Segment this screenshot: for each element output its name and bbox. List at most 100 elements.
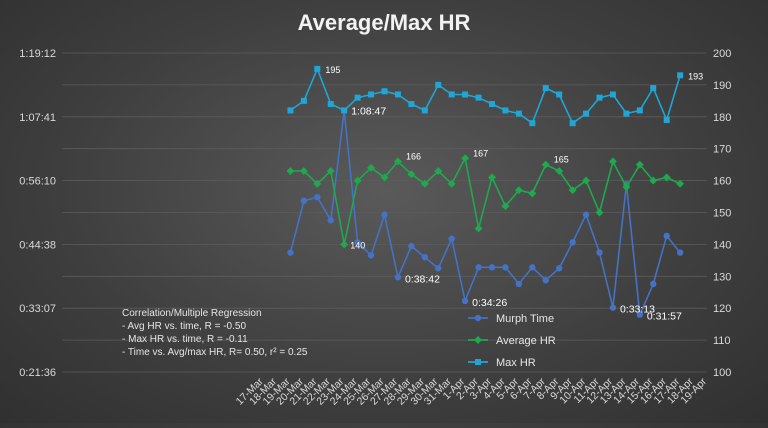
data-point: [408, 242, 415, 250]
data-point: [568, 186, 577, 195]
data-point: [541, 160, 550, 169]
regression-note-line: Correlation/Multiple Regression: [122, 308, 262, 319]
data-point: [341, 107, 348, 114]
data-point: [583, 110, 590, 117]
data-point: [529, 264, 536, 271]
data-point: [421, 107, 428, 114]
data-point: [367, 252, 375, 259]
y-right-tick-label: 130: [713, 271, 731, 283]
data-point: [421, 253, 429, 261]
data-label: 0:33:13: [620, 304, 655, 316]
legend-label: Max HR: [496, 357, 536, 369]
data-point: [435, 265, 442, 272]
y-right-tick-label: 190: [713, 80, 731, 92]
legend-marker: [475, 359, 481, 365]
data-point: [314, 193, 321, 201]
data-point: [569, 239, 576, 246]
y-left-tick-label: 0:33:07: [19, 303, 56, 315]
data-point: [555, 265, 563, 272]
data-point: [475, 264, 482, 271]
y-left-tick-label: 1:07:41: [19, 112, 56, 124]
y-right-tick-label: 140: [713, 239, 731, 251]
data-point: [677, 72, 684, 79]
y-right-tick-label: 180: [713, 112, 731, 124]
regression-note-line: - Time vs. Avg/max HR, R= 0.50, r² = 0.2…: [122, 347, 308, 358]
series-line-murph-time: [289, 110, 681, 318]
data-point: [381, 88, 388, 95]
data-label: 1:08:47: [351, 106, 386, 118]
data-point: [502, 107, 509, 114]
data-point: [556, 91, 563, 98]
data-point: [367, 163, 376, 172]
data-label: 165: [554, 155, 569, 165]
data-point: [542, 277, 549, 284]
data-point: [582, 176, 591, 185]
data-label: 0:31:57: [647, 311, 682, 323]
data-point: [488, 173, 496, 182]
data-point: [555, 167, 564, 175]
regression-note-line: - Max HR vs. time, R = -0.11: [122, 334, 248, 345]
data-point: [408, 101, 415, 108]
data-point: [300, 197, 308, 205]
data-point: [354, 94, 361, 101]
data-point: [380, 173, 389, 182]
data-point: [447, 179, 456, 188]
data-label: 0:38:42: [405, 273, 440, 285]
data-point: [475, 94, 482, 101]
data-point: [394, 274, 402, 281]
data-point: [650, 280, 657, 288]
data-point: [663, 232, 670, 240]
data-point: [461, 297, 469, 305]
data-point: [569, 120, 576, 127]
data-point: [287, 107, 294, 114]
data-point: [327, 217, 334, 224]
series-line-max-hr: [289, 66, 681, 125]
data-label: 166: [406, 151, 421, 161]
y-right-tick-label: 120: [713, 303, 731, 315]
y-right-tick-label: 100: [713, 367, 731, 379]
y-left-tick-label: 0:21:36: [19, 367, 56, 379]
data-point: [582, 211, 590, 218]
y-left-tick-label: 0:56:10: [19, 176, 56, 188]
data-point: [623, 110, 630, 117]
data-point: [300, 97, 307, 104]
data-point: [435, 81, 442, 88]
data-point: [596, 94, 603, 101]
data-point: [420, 179, 429, 188]
data-point: [636, 311, 644, 318]
data-point: [650, 85, 657, 92]
legend-label: Murph Time: [496, 313, 554, 325]
y-right-tick-label: 200: [713, 48, 731, 60]
data-label: 0:34:26: [472, 297, 507, 309]
y-right-tick-label: 160: [713, 176, 731, 188]
data-point: [394, 91, 401, 98]
data-point: [609, 304, 617, 311]
series-line-average-hr: [290, 155, 681, 245]
y-right-tick-label: 110: [713, 335, 731, 347]
data-point: [489, 101, 495, 108]
y-left-tick-label: 1:19:12: [19, 48, 56, 60]
data-point: [313, 179, 322, 188]
data-label: 167: [473, 148, 488, 158]
legend-marker: [474, 336, 482, 344]
y-left-tick-label: 0:44:38: [19, 239, 56, 251]
y-right-tick-label: 170: [713, 144, 731, 156]
data-point: [662, 173, 671, 182]
data-point: [529, 120, 536, 127]
data-point: [595, 208, 604, 217]
data-point: [515, 280, 523, 288]
data-point: [596, 249, 603, 256]
data-point: [354, 239, 361, 246]
data-point: [286, 167, 295, 175]
data-point: [299, 167, 308, 175]
regression-note-line: - Avg HR vs. time, R = -0.50: [122, 321, 246, 332]
data-point: [434, 167, 443, 175]
data-point: [501, 202, 510, 211]
data-label: 193: [688, 71, 703, 81]
data-point: [474, 224, 483, 233]
data-point: [676, 249, 684, 256]
data-point: [461, 154, 470, 163]
y-right-tick-label: 150: [713, 208, 731, 220]
